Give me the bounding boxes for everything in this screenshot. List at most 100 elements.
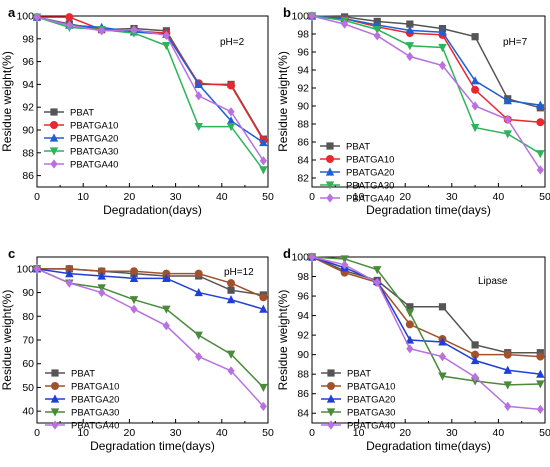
legend-label: PBATGA40: [71, 421, 119, 432]
series-line: [36, 16, 264, 171]
data-point: [130, 267, 139, 276]
panel-letter: c: [8, 246, 15, 261]
y-axis-label: Residue weight(%): [0, 51, 14, 152]
y-tick-label: 86: [22, 170, 34, 182]
x-tick-label: 50: [539, 427, 550, 439]
data-point: [162, 273, 171, 282]
x-tick-label: 0: [309, 427, 315, 439]
x-tick-label: 50: [539, 191, 550, 203]
legend-label: PBAT: [347, 369, 371, 380]
x-tick-label: 50: [262, 427, 274, 439]
panel-letter: a: [8, 5, 16, 20]
legend-label: PBATGA30: [346, 181, 394, 192]
data-point: [373, 31, 381, 41]
data-point: [471, 33, 479, 41]
y-axis-label: Residue weight(%): [276, 51, 290, 152]
x-tick-label: 40: [216, 191, 228, 203]
legend-label: PBATGA10: [346, 155, 394, 166]
y-tick-label: 88: [22, 147, 34, 159]
legend: PBAT PBATGA10 PBATGA20 PBATGA30 PBATGA40: [45, 369, 119, 432]
data-point: [471, 372, 479, 382]
legend-marker: [326, 142, 334, 150]
series-pbatga40: [33, 264, 267, 411]
data-point: [65, 264, 74, 273]
x-tick-label: 50: [262, 191, 274, 203]
data-point: [470, 355, 480, 365]
data-point: [438, 43, 447, 53]
y-tick-label: 88: [297, 119, 309, 131]
x-tick-label: 10: [353, 191, 365, 203]
y-tick-label: 86: [297, 137, 309, 149]
data-point: [405, 25, 415, 34]
y-tick-label: 82: [297, 173, 309, 185]
data-point: [259, 401, 267, 411]
data-point: [162, 305, 171, 314]
data-point: [536, 150, 545, 159]
condition-annotation: Lipase: [478, 276, 508, 287]
data-point: [259, 304, 268, 313]
x-tick-label: 20: [124, 191, 136, 203]
data-point: [308, 252, 316, 262]
legend-label: PBATGA30: [70, 147, 118, 158]
y-tick-label: 60: [22, 358, 34, 370]
x-tick-label: 20: [399, 191, 411, 203]
series-line: [36, 16, 265, 162]
y-axis-label: Residue weight(%): [0, 290, 14, 391]
y-tick-label: 90: [297, 101, 309, 113]
y-tick-label: 86: [297, 388, 309, 400]
legend-label: PBAT: [346, 142, 370, 153]
data-point: [438, 303, 447, 311]
x-tick-label: 10: [77, 191, 89, 203]
legend-marker: [51, 369, 59, 377]
series-line: [36, 268, 264, 388]
data-point: [97, 267, 106, 276]
series-line: [311, 256, 541, 386]
data-point: [227, 81, 236, 90]
data-point: [227, 366, 235, 376]
legend-label: PBATGA10: [347, 382, 395, 393]
x-axis-label: Degradation(days): [103, 203, 202, 217]
x-axis-label: Degradation time(days): [90, 439, 215, 453]
data-point: [504, 114, 512, 125]
condition-annotation: pH=7: [503, 37, 528, 48]
y-tick-label: 96: [297, 291, 309, 303]
data-point: [227, 286, 235, 294]
data-point: [226, 122, 236, 132]
legend-marker: [327, 369, 335, 377]
data-point: [341, 260, 349, 270]
y-tick-label: 92: [297, 330, 309, 342]
x-axis-label: Degradation time(days): [366, 439, 491, 453]
data-point: [470, 124, 480, 133]
data-point: [406, 51, 414, 62]
series-line: [311, 15, 541, 106]
data-point: [406, 344, 414, 354]
legend: PBAT PBATGA10 PBATGA20 PBATGA30 PBATGA40: [44, 108, 118, 171]
data-point: [162, 269, 171, 278]
data-point: [130, 25, 138, 35]
data-point: [503, 365, 512, 374]
legend-label: PBATGA40: [70, 160, 118, 171]
data-point: [129, 273, 139, 282]
data-point: [162, 30, 170, 40]
y-tick-label: 50: [22, 382, 34, 394]
legend-label: PBATGA10: [71, 382, 119, 393]
y-tick-label: 94: [297, 310, 309, 322]
y-tick-label: 92: [297, 83, 309, 95]
data-point: [471, 85, 480, 94]
data-point: [373, 266, 382, 275]
y-axis-label: Residue weight(%): [276, 290, 290, 391]
legend-label: PBATGA30: [347, 408, 395, 419]
data-point: [259, 137, 268, 147]
series-line: [36, 268, 264, 407]
condition-annotation: pH=12: [224, 267, 254, 278]
data-point: [438, 352, 447, 362]
series-pbatga40: [33, 12, 267, 166]
data-point: [438, 337, 447, 346]
data-point: [308, 11, 316, 21]
legend-marker: [50, 108, 58, 116]
y-tick-label: 90: [22, 125, 34, 137]
data-point: [536, 404, 544, 414]
data-point: [536, 352, 545, 361]
x-tick-label: 0: [309, 191, 315, 203]
x-tick-label: 40: [493, 427, 505, 439]
